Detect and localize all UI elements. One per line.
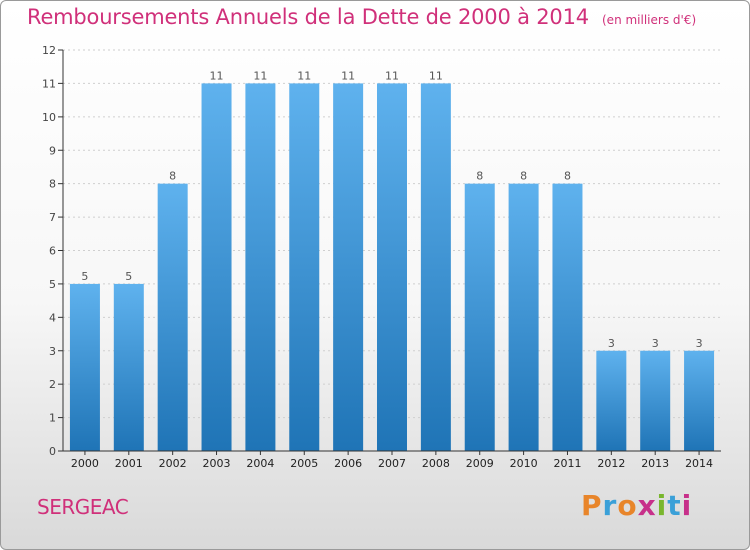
bar	[464, 183, 495, 451]
y-tick-label: 8	[49, 178, 56, 191]
x-tick-label: 2009	[466, 457, 494, 470]
y-tick-label: 0	[49, 445, 56, 458]
bar	[113, 283, 144, 451]
bar-value-label: 3	[696, 337, 703, 350]
bar-value-label: 3	[652, 337, 659, 350]
bar-value-label: 11	[210, 69, 224, 82]
bar-value-label: 8	[169, 170, 176, 183]
proxiti-logo: Proxiti	[581, 489, 692, 522]
x-tick-label: 2012	[597, 457, 625, 470]
x-tick-label: 2010	[510, 457, 538, 470]
bar-value-label: 5	[125, 270, 132, 283]
bar	[333, 83, 364, 452]
y-tick-label: 3	[49, 345, 56, 358]
logo-letter: P	[581, 489, 603, 522]
x-tick-label: 2007	[378, 457, 406, 470]
chart-title: Remboursements Annuels de la Dette de 20…	[27, 5, 589, 29]
y-tick-label: 4	[49, 311, 56, 324]
y-tick-label: 5	[49, 278, 56, 291]
x-tick-label: 2011	[553, 457, 581, 470]
x-tick-label: 2001	[115, 457, 143, 470]
bar-value-label: 8	[520, 170, 527, 183]
bar-value-label: 11	[253, 69, 267, 82]
bar-value-label: 8	[476, 170, 483, 183]
y-tick-label: 12	[42, 44, 56, 57]
bar	[420, 83, 451, 452]
logo-letter: r	[602, 489, 618, 522]
bar-value-label: 8	[564, 170, 571, 183]
logo-letter: x	[637, 489, 657, 522]
title-row: Remboursements Annuels de la Dette de 20…	[27, 5, 696, 29]
x-tick-label: 2003	[203, 457, 231, 470]
x-tick-label: 2002	[159, 457, 187, 470]
bar	[289, 83, 320, 452]
bar	[640, 350, 671, 451]
bar-value-label: 5	[81, 270, 88, 283]
bars	[69, 83, 715, 452]
bar-value-label: 11	[341, 69, 355, 82]
logo-letter: o	[617, 489, 638, 522]
logo-letter: t	[667, 489, 682, 522]
chart-unit: (en milliers d'€)	[602, 13, 697, 27]
x-tick-label: 2000	[71, 457, 99, 470]
y-tick-label: 2	[49, 378, 56, 391]
commune-name: SERGEAC	[37, 495, 129, 519]
x-tick-label: 2008	[422, 457, 450, 470]
bar-value-label: 11	[429, 69, 443, 82]
y-tick-label: 6	[49, 245, 56, 258]
logo-letter: i	[681, 489, 693, 522]
bar	[69, 283, 100, 451]
y-tick-label: 10	[42, 111, 56, 124]
y-tick-label: 1	[49, 412, 56, 425]
bar	[552, 183, 583, 451]
bar-value-label: 11	[297, 69, 311, 82]
bar	[684, 350, 715, 451]
x-tick-label: 2014	[685, 457, 713, 470]
x-tick-label: 2004	[246, 457, 274, 470]
bar	[245, 83, 276, 452]
bar-value-label: 11	[385, 69, 399, 82]
bar	[377, 83, 407, 452]
y-tick-label: 11	[42, 77, 56, 90]
x-tick-label: 2005	[290, 457, 318, 470]
bar	[596, 350, 627, 451]
x-tick-label: 2006	[334, 457, 362, 470]
bar-value-label: 3	[608, 337, 615, 350]
bar	[201, 83, 232, 452]
data-labels: 5 5 8 11 11 11 11 11 11 8 8 8 3 3 3	[81, 69, 702, 349]
y-tick-label: 7	[49, 211, 56, 224]
logo-letter: i	[656, 489, 668, 522]
bar	[157, 183, 188, 451]
bar	[508, 183, 539, 451]
x-tick-label: 2013	[641, 457, 669, 470]
y-tick-label: 9	[49, 144, 56, 157]
